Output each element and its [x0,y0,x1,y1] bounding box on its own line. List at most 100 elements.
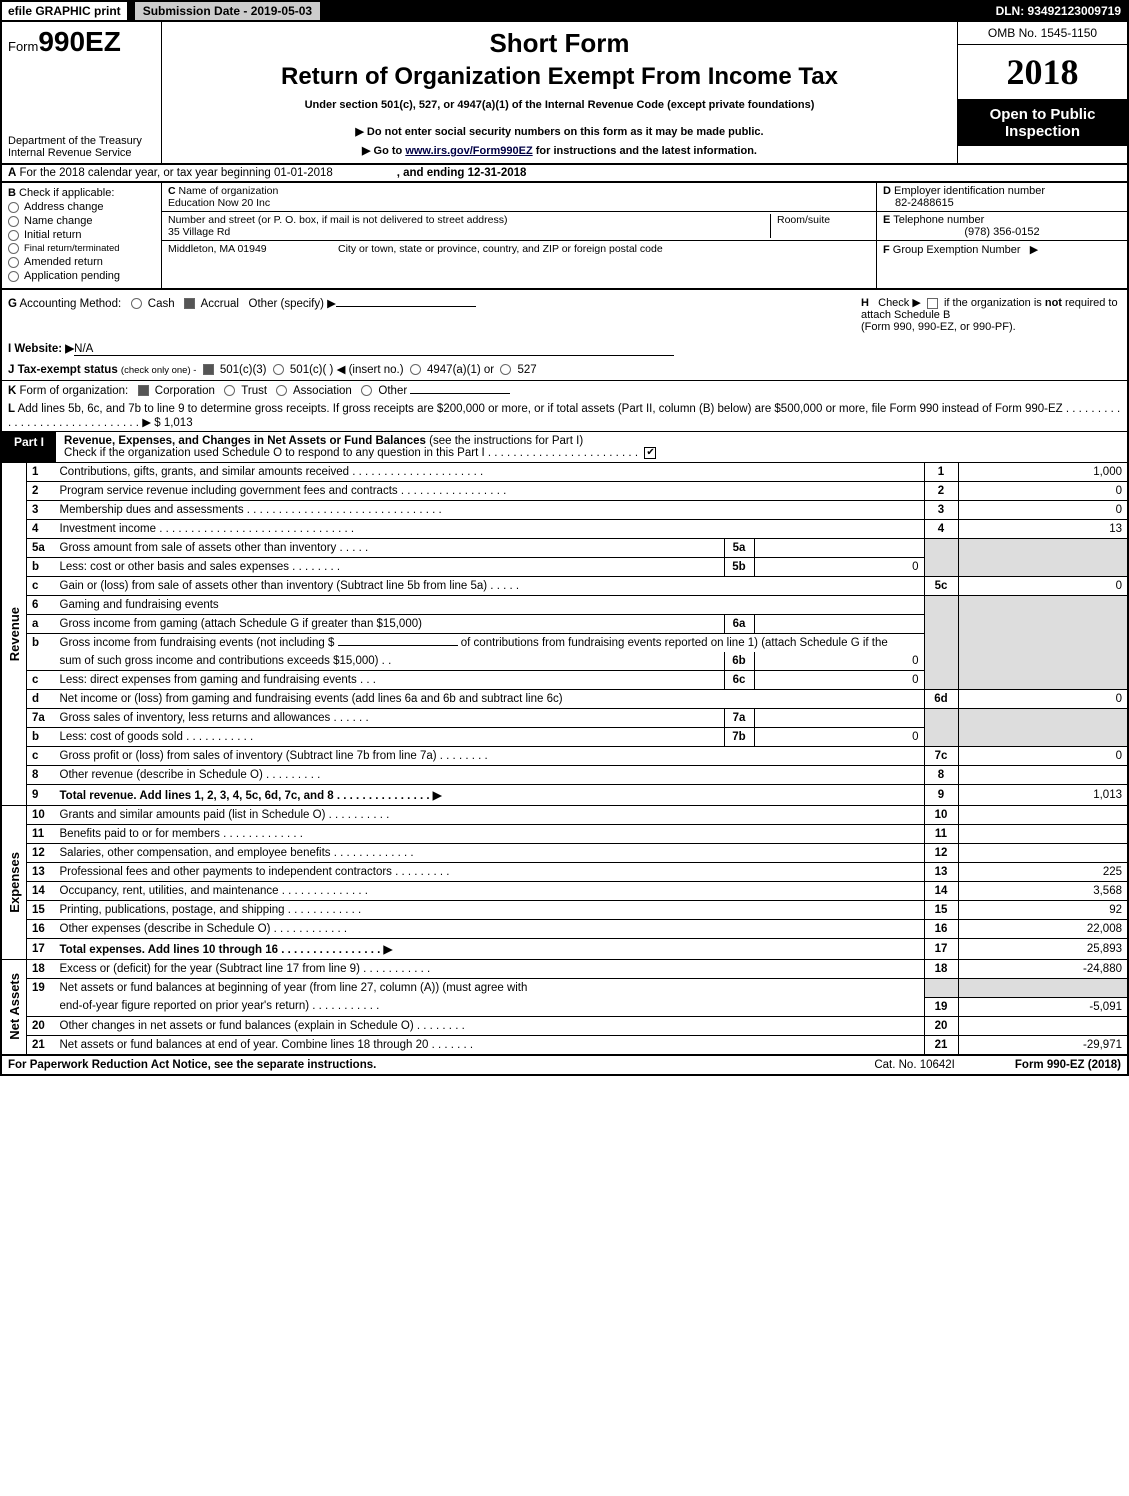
mini-num: 5a [724,539,754,558]
room-heading: Room/suite [777,214,870,226]
h-text2: if the organization is [944,297,1045,309]
box-val: -29,971 [958,1035,1128,1055]
row-h: H Check ▶ if the organization is not req… [861,296,1121,333]
box-num: 9 [924,785,958,806]
box-val: 0 [958,747,1128,766]
box-num: 7c [924,747,958,766]
k-trust[interactable] [224,385,235,396]
box-shade [958,709,1128,747]
chk-name-change[interactable]: Name change [8,215,155,227]
blank[interactable] [338,645,458,646]
j-4947[interactable] [410,364,421,375]
donot-text: ▶ Do not enter social security numbers o… [355,126,763,138]
box-val: 225 [958,863,1128,882]
part1-checkbox[interactable] [644,447,656,459]
line-num: c [27,671,55,690]
line-desc: Net income or (loss) from gaming and fun… [55,690,925,709]
f-heading: Group Exemption Number [893,244,1021,256]
line-6d: dNet income or (loss) from gaming and fu… [27,690,1129,709]
side-netassets-label: Net Assets [7,973,22,1040]
h-checkbox[interactable] [927,298,938,309]
k-opt1: Trust [241,385,267,397]
j-501c[interactable] [273,364,284,375]
line-num: 1 [27,463,55,482]
mini-num: 7a [724,709,754,728]
box-val: 25,893 [958,939,1128,960]
line-desc: Membership dues and assessments . . . . … [55,501,925,520]
line-1: 1Contributions, gifts, grants, and simil… [27,463,1129,482]
box-val [958,766,1128,785]
box-num: 12 [924,844,958,863]
line-desc: Net assets or fund balances at beginning… [55,979,925,998]
line-desc: Less: direct expenses from gaming and fu… [55,671,725,690]
box-val [958,806,1128,825]
line-num: 6 [27,596,55,615]
box-val: 22,008 [958,920,1128,939]
line-num: 7a [27,709,55,728]
j-opt3: 4947(a)(1) or [427,364,494,376]
line-num: 14 [27,882,55,901]
k-corp[interactable] [138,385,149,396]
box-val [958,1016,1128,1035]
part1-title-suffix: (see the instructions for Part I) [426,435,583,447]
chk-amended-return[interactable]: Amended return [8,256,155,268]
c-heading: Name of organization [179,185,279,197]
j-501c3[interactable] [203,364,214,375]
box-num: 16 [924,920,958,939]
k-other[interactable] [361,385,372,396]
d: Total revenue. Add lines 1, 2, 3, 4, 5c,… [60,790,442,802]
j-opt4: 527 [518,364,537,376]
form-990ez: 990EZ [38,26,121,57]
row-a: A For the 2018 calendar year, or tax yea… [0,165,1129,183]
radio-icon [8,257,19,268]
col-b: B Check if applicable: Address change Na… [2,183,162,288]
k-assoc[interactable] [276,385,287,396]
l-label: L [8,403,15,415]
g-other-line[interactable] [336,306,476,307]
line-desc: Gross sales of inventory, less returns a… [55,709,725,728]
line-20: 20Other changes in net assets or fund ba… [27,1016,1129,1035]
mini-val: 0 [754,728,924,747]
h-text4: (Form 990, 990-EZ, or 990-PF). [861,321,1016,333]
chk-label: Final return/terminated [24,243,120,254]
radio-accrual[interactable] [184,298,195,309]
row-bcdef: B Check if applicable: Address change Na… [0,183,1129,290]
goto-suffix: for instructions and the latest informat… [533,145,757,157]
j-527[interactable] [500,364,511,375]
col-c: C Name of organization Education Now 20 … [162,183,877,288]
radio-cash[interactable] [131,298,142,309]
goto-link[interactable]: www.irs.gov/Form990EZ [405,145,532,157]
j-opt2: 501(c)( ) [290,364,333,376]
line-num: a [27,615,55,634]
box-num: 20 [924,1016,958,1035]
header-mid: Short Form Return of Organization Exempt… [162,22,957,163]
line-num: 21 [27,1035,55,1055]
line-num: 5a [27,539,55,558]
line-19-1: 19Net assets or fund balances at beginni… [27,979,1129,998]
mini-num: 6b [724,652,754,671]
col-b-label: B [8,187,16,199]
line-num: 10 [27,806,55,825]
k-text: Form of organization: [20,385,129,397]
chk-initial-return[interactable]: Initial return [8,229,155,241]
street-row: Number and street (or P. O. box, if mail… [162,212,876,241]
box-val [958,825,1128,844]
chk-address-change[interactable]: Address change [8,201,155,213]
line-desc: Grants and similar amounts paid (list in… [55,806,925,825]
k-opt0: Corporation [155,385,215,397]
line-10: 10Grants and similar amounts paid (list … [27,806,1129,825]
box-num: 15 [924,901,958,920]
line-15: 15Printing, publications, postage, and s… [27,901,1129,920]
line-8: 8Other revenue (describe in Schedule O) … [27,766,1129,785]
org-name: Education Now 20 Inc [168,197,870,209]
box-val: 0 [958,577,1128,596]
top-bar: efile GRAPHIC print Submission Date - 20… [0,0,1129,22]
chk-final-return[interactable]: Final return/terminated [8,243,155,254]
row-a-text: For the 2018 calendar year, or tax year … [20,167,333,179]
box-num: 3 [924,501,958,520]
chk-application-pending[interactable]: Application pending [8,270,155,282]
line-num: b [27,634,55,653]
irs: Internal Revenue Service [8,147,155,159]
submission-date: Submission Date - 2019-05-03 [133,0,322,22]
k-other-line[interactable] [410,393,510,394]
